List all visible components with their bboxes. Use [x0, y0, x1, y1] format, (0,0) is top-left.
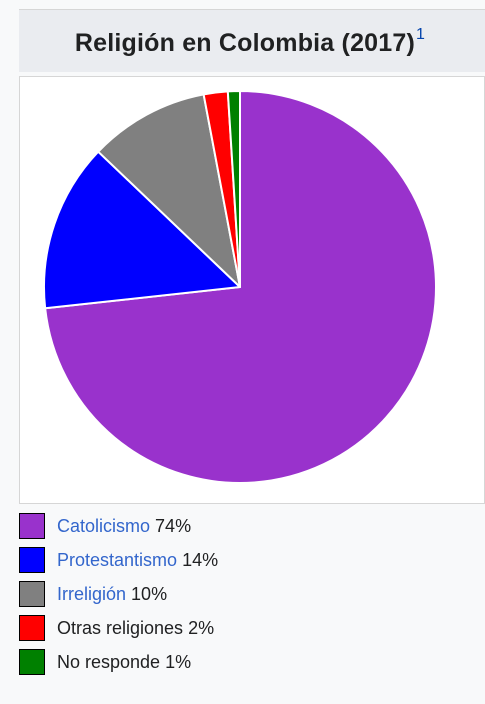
legend-item-protestantismo: Protestantismo 14%	[19, 546, 485, 574]
chart-title: Religión en Colombia (2017)1	[75, 26, 425, 58]
legend-label-otras-religiones: Otras religiones	[57, 618, 184, 638]
legend-item-irreligion: Irreligión 10%	[19, 580, 485, 608]
legend-label-no-responde: No responde	[57, 652, 161, 672]
legend-link-protestantismo[interactable]: Protestantismo	[57, 550, 178, 570]
legend-swatch-catolicismo	[19, 513, 45, 539]
footnote-reference-link[interactable]: 1	[416, 26, 426, 43]
pie-chart	[43, 90, 437, 484]
chart-legend: Catolicismo 74% Protestantismo 14% Irrel…	[19, 512, 485, 682]
legend-item-catolicismo: Catolicismo 74%	[19, 512, 485, 540]
chart-panel	[19, 76, 485, 504]
legend-link-catolicismo[interactable]: Catolicismo	[57, 516, 151, 536]
legend-value-irreligion: 10%	[131, 584, 168, 604]
legend-value-otras-religiones: 2%	[188, 618, 215, 638]
infobox-header: Religión en Colombia (2017)1	[19, 9, 485, 72]
legend-item-no-responde: No responde 1%	[19, 648, 485, 676]
legend-value-protestantismo: 14%	[182, 550, 219, 570]
legend-value-no-responde: 1%	[165, 652, 192, 672]
chart-title-text: Religión en Colombia (2017)	[74, 29, 416, 57]
legend-link-irreligion[interactable]: Irreligión	[57, 584, 127, 604]
legend-swatch-irreligion	[19, 581, 45, 607]
legend-swatch-protestantismo	[19, 547, 45, 573]
legend-item-otras-religiones: Otras religiones 2%	[19, 614, 485, 642]
pie-slice-no-responde	[226, 90, 241, 288]
pie-slice-irreligion	[97, 93, 241, 288]
legend-swatch-no-responde	[19, 649, 45, 675]
pie-slice-protestantismo	[43, 150, 241, 310]
legend-value-catolicismo: 74%	[155, 516, 192, 536]
legend-swatch-otras-religiones	[19, 615, 45, 641]
